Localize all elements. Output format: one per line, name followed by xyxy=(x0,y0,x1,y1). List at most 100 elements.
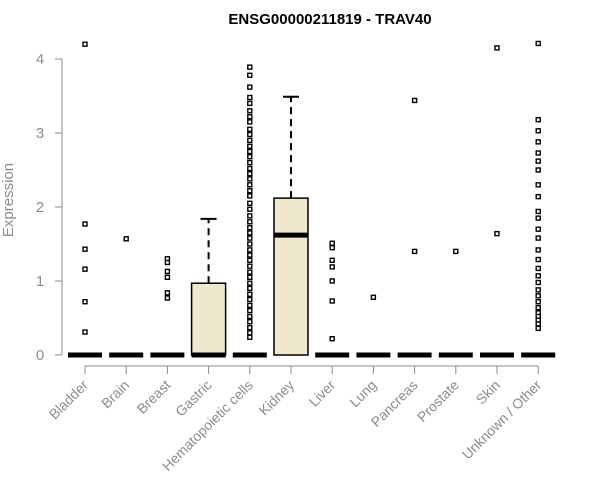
outlier-point xyxy=(535,273,541,279)
outlier-point xyxy=(535,265,541,272)
outlier-point xyxy=(453,248,459,255)
outlier-point xyxy=(247,324,253,331)
outlier-point xyxy=(247,235,253,241)
outlier-point xyxy=(164,268,171,275)
x-tick-label: Liver xyxy=(306,377,339,410)
chart-title: ENSG00000211819 - TRAV40 xyxy=(228,11,431,28)
outlier-point xyxy=(247,126,253,133)
outlier-point xyxy=(247,182,253,188)
outlier-point xyxy=(247,285,253,292)
outlier-point xyxy=(82,299,88,305)
y-tick-label: 2 xyxy=(36,199,44,216)
outlier-point xyxy=(247,148,253,155)
outlier-point xyxy=(247,296,253,303)
outlier-point xyxy=(535,208,541,215)
box-iqr xyxy=(190,282,227,356)
x-tick-label: Kidney xyxy=(256,377,298,419)
outlier-point xyxy=(247,94,253,101)
outlier-point xyxy=(247,225,253,231)
outlier-point xyxy=(247,330,253,336)
outlier-point xyxy=(247,257,253,263)
outlier-point xyxy=(535,279,541,286)
y-axis: 0 1 2 3 4 xyxy=(36,51,63,364)
y-tick-label: 4 xyxy=(36,51,44,68)
outlier-point xyxy=(123,236,129,242)
box-liver xyxy=(315,240,350,358)
outlier-point xyxy=(411,248,418,255)
outlier-point xyxy=(247,263,253,269)
outlier-point xyxy=(247,131,253,138)
outlier-point xyxy=(247,159,253,166)
box-breast xyxy=(150,256,185,358)
outlier-point xyxy=(329,240,335,246)
outlier-point xyxy=(82,41,88,47)
x-tick-label: Prostate xyxy=(414,377,462,425)
outlier-point xyxy=(535,139,541,145)
outlier-point xyxy=(329,336,335,342)
outlier-point xyxy=(247,176,253,182)
outlier-point xyxy=(247,165,253,172)
outlier-point xyxy=(535,293,541,299)
outlier-point xyxy=(247,280,253,286)
y-tick-label: 3 xyxy=(36,125,44,142)
outlier-point xyxy=(535,182,541,188)
outlier-point xyxy=(247,291,253,298)
x-tick-label: Skin xyxy=(473,377,504,408)
outlier-point xyxy=(494,45,500,51)
outlier-point xyxy=(535,167,541,173)
box-brain xyxy=(109,236,144,358)
outlier-point xyxy=(247,188,253,194)
y-axis-label: Expression xyxy=(0,163,17,237)
outlier-point xyxy=(247,114,253,120)
outlier-point xyxy=(535,287,541,293)
outlier-point xyxy=(535,226,541,232)
outlier-point xyxy=(535,40,541,47)
outlier-point xyxy=(535,256,541,263)
box-lung xyxy=(356,294,391,358)
outlier-point xyxy=(247,64,253,70)
box-prostate xyxy=(438,248,473,358)
outlier-point xyxy=(247,108,253,114)
outlier-point xyxy=(247,100,253,107)
boxes xyxy=(68,40,556,358)
outlier-point xyxy=(247,334,253,340)
outlier-point xyxy=(329,298,335,304)
outlier-point xyxy=(247,307,253,314)
outlier-point xyxy=(164,295,171,301)
outlier-point xyxy=(329,244,335,251)
outlier-point xyxy=(247,230,253,236)
outlier-point xyxy=(247,247,253,253)
outlier-point xyxy=(164,259,171,266)
outlier-point xyxy=(494,230,500,237)
y-tick-label: 1 xyxy=(36,273,44,290)
outlier-point xyxy=(535,193,541,200)
box-iqr xyxy=(273,197,309,356)
outlier-point xyxy=(329,257,335,263)
outlier-point xyxy=(247,119,253,125)
outlier-point xyxy=(535,325,541,332)
outlier-point xyxy=(247,219,253,225)
outlier-point xyxy=(82,266,88,272)
outlier-point xyxy=(535,158,541,164)
outlier-point xyxy=(247,72,253,78)
outlier-point xyxy=(535,321,541,327)
outlier-point xyxy=(411,97,418,104)
outlier-point xyxy=(164,290,171,296)
outlier-point xyxy=(247,319,253,325)
box-hematopoietic-cells xyxy=(232,64,267,358)
outlier-point xyxy=(535,116,541,123)
outlier-point xyxy=(247,252,253,258)
outlier-point xyxy=(247,84,253,90)
outlier-point xyxy=(247,274,253,280)
outlier-point xyxy=(247,241,253,247)
y-tick-label: 0 xyxy=(36,347,44,364)
x-tick-label: Bladder xyxy=(46,377,92,423)
outlier-point xyxy=(82,329,88,335)
x-tick-label: Brain xyxy=(98,377,132,411)
box-bladder xyxy=(68,41,102,358)
outlier-point xyxy=(247,313,253,320)
outlier-point xyxy=(535,215,541,221)
outlier-point xyxy=(535,299,541,305)
